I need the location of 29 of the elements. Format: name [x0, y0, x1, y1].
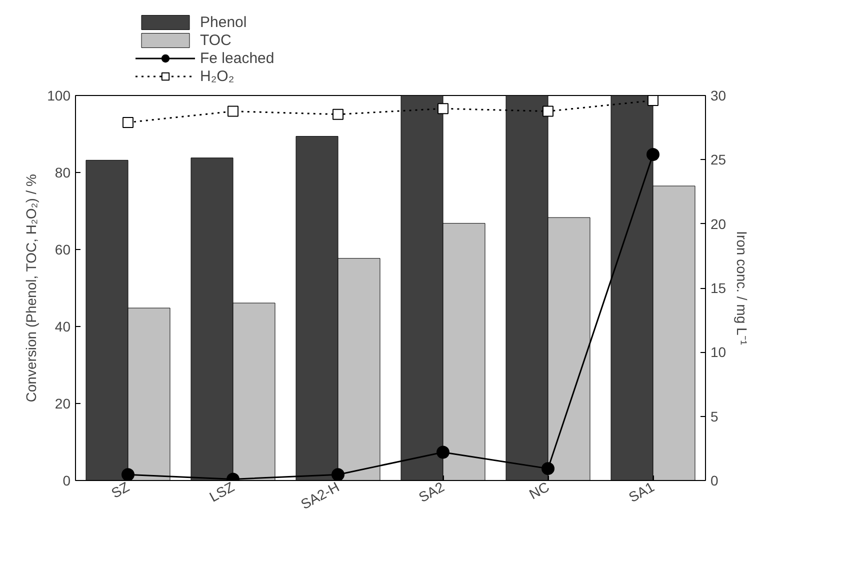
point	[542, 462, 554, 476]
x-tick-label: SA2	[416, 478, 448, 506]
x-tick-label: LSZ	[206, 478, 238, 505]
y2-tick-label: 25	[710, 152, 726, 168]
y2-tick-label: 20	[710, 216, 726, 232]
point	[122, 468, 134, 480]
point	[646, 148, 660, 162]
y2-tick-label: 30	[710, 88, 726, 104]
y-tick-label: 60	[54, 242, 71, 258]
x-tick-label: SZ	[108, 478, 132, 502]
y-tick-label: 40	[54, 318, 71, 334]
y-tick-label: 0	[62, 472, 71, 488]
y2-tick-label: 10	[710, 344, 726, 360]
y-axis-title: Conversion (Phenol, TOC, H₂O₂) / %	[23, 174, 40, 402]
x-tick-label: SA1	[626, 478, 658, 506]
legend-label: Phenol	[200, 14, 247, 30]
legend-label: TOC	[200, 32, 232, 48]
y2-axis-title: Iron conc. / mg L⁻¹	[734, 231, 750, 346]
point	[436, 446, 450, 459]
x-tick-label: NC	[526, 478, 552, 502]
y2-tick-label: 15	[710, 280, 726, 296]
point	[332, 468, 344, 480]
legend-label: Fe leached	[200, 50, 274, 66]
legend-label: H₂O₂	[200, 68, 234, 84]
y2-tick-label: 5	[710, 408, 718, 424]
y-tick-label: 100	[47, 88, 71, 104]
y-tick-label: 80	[54, 164, 71, 180]
y-tick-label: 20	[54, 396, 71, 412]
y2-tick-label: 0	[710, 472, 718, 488]
